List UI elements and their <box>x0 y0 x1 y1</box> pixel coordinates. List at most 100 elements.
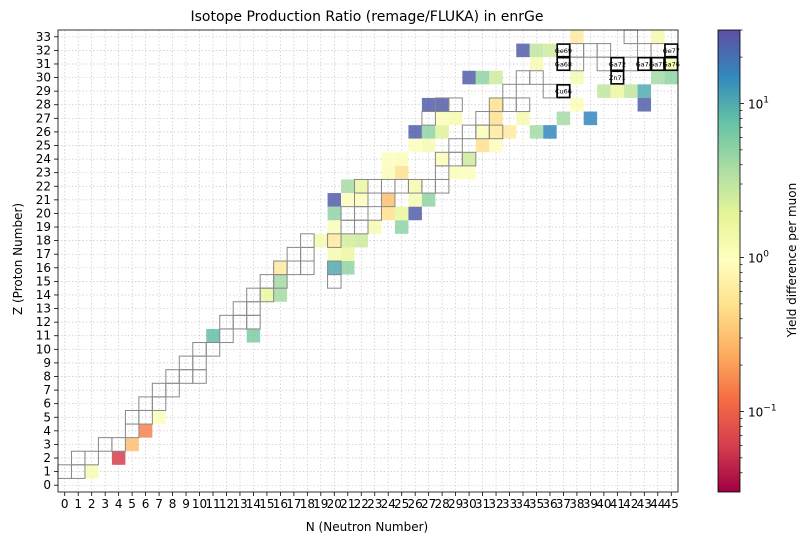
isotope-cell <box>152 410 166 425</box>
isotope-cell <box>624 84 638 98</box>
isotope-cell <box>273 261 288 275</box>
x-tick-label: 10 <box>192 497 207 511</box>
isotope-cell <box>475 125 490 139</box>
x-tick-label: 25 <box>394 497 409 511</box>
x-tick-label: 8 <box>169 497 177 511</box>
isotope-cell <box>421 193 436 207</box>
stable-isotope-box <box>367 178 382 194</box>
isotope-cell <box>570 97 584 112</box>
isotope-cell <box>610 84 625 98</box>
isotope-cell <box>435 97 449 112</box>
y-tick-label: 26 <box>36 125 51 139</box>
colorbar-tick-label: 10−1 <box>748 403 777 419</box>
isotope-cell <box>529 57 544 71</box>
isotope-cell <box>651 30 665 44</box>
isotope-cell <box>448 111 463 126</box>
x-axis-label: N (Neutron Number) <box>306 520 428 534</box>
x-tick-label: 11 <box>205 497 220 511</box>
highlight-box <box>556 56 571 72</box>
isotope-cell <box>421 97 436 112</box>
x-tick-label: 34 <box>515 497 530 511</box>
isotope-cell <box>341 193 355 207</box>
isotope-cell <box>664 57 678 71</box>
stable-isotope-box <box>84 450 99 466</box>
isotope-cell <box>583 111 598 126</box>
isotope-cell <box>421 138 436 153</box>
y-tick-label: 15 <box>36 274 51 288</box>
highlight-label: Ga76 <box>663 60 680 68</box>
y-tick-label: 2 <box>43 451 51 465</box>
y-tick-label: 21 <box>36 193 51 207</box>
x-tick-label: 17 <box>286 497 301 511</box>
highlight-label: Ga68 <box>555 60 572 68</box>
y-tick-label: 7 <box>43 383 51 397</box>
isotope-cell <box>381 152 395 166</box>
y-tick-label: 29 <box>36 84 51 98</box>
isotope-cell <box>475 70 490 85</box>
y-axis-ticks: 0123456789101112131415161718192021222324… <box>36 30 58 492</box>
isotope-cell <box>408 193 422 207</box>
x-tick-label: 7 <box>155 497 163 511</box>
isotope-cell <box>664 70 678 85</box>
stable-isotope-box <box>111 437 126 452</box>
isotope-cell <box>489 138 503 153</box>
isotope-cell <box>327 261 342 275</box>
x-tick-label: 22 <box>354 497 369 511</box>
x-tick-label: 31 <box>475 497 490 511</box>
isotope-cell <box>381 165 395 180</box>
x-tick-label: 18 <box>300 497 315 511</box>
stable-isotope-box <box>488 124 504 140</box>
isotope-cell <box>206 328 220 343</box>
highlight-label: Zn71 <box>609 74 626 82</box>
x-tick-label: 1 <box>74 497 82 511</box>
isotope-cell <box>529 125 544 139</box>
stable-isotope-box <box>327 260 342 276</box>
isotope-cell <box>489 70 503 85</box>
x-tick-label: 27 <box>421 497 436 511</box>
colorbar <box>717 29 741 493</box>
x-tick-label: 19 <box>313 497 328 511</box>
isotope-cell <box>327 247 342 261</box>
isotope-cell <box>529 43 544 58</box>
isotope-cell <box>273 274 288 289</box>
isotope-cell <box>435 152 449 166</box>
isotope-cell <box>489 97 503 112</box>
x-tick-label: 4 <box>115 497 123 511</box>
isotope-cell <box>394 165 409 180</box>
isotope-cell <box>111 451 126 465</box>
y-tick-label: 10 <box>36 342 51 356</box>
isotope-cell <box>435 111 449 126</box>
plot-frame <box>57 29 679 493</box>
isotope-cell <box>368 220 382 234</box>
y-tick-label: 19 <box>36 220 51 234</box>
stable-isotope-box <box>502 83 517 99</box>
x-tick-label: 28 <box>434 497 449 511</box>
isotope-cell <box>502 125 517 139</box>
x-tick-label: 35 <box>529 497 544 511</box>
isotope-cell <box>475 138 490 153</box>
x-tick-label: 16 <box>273 497 288 511</box>
y-tick-label: 9 <box>43 356 51 370</box>
isotope-cell <box>125 437 139 452</box>
y-tick-label: 13 <box>36 302 51 316</box>
isotope-cell <box>327 233 342 248</box>
isotope-cell <box>381 193 395 207</box>
y-tick-label: 33 <box>36 30 51 44</box>
isotope-cell <box>597 84 611 98</box>
x-tick-label: 30 <box>461 497 476 511</box>
highlight-label: Ga75 <box>649 60 666 68</box>
x-tick-label: 3 <box>101 497 109 511</box>
x-tick-label: 20 <box>327 497 342 511</box>
isotope-cell <box>516 111 530 126</box>
isotope-cell <box>556 111 571 126</box>
x-tick-label: 14 <box>246 497 261 511</box>
highlight-box <box>556 43 571 58</box>
isotope-cell <box>435 125 449 139</box>
x-tick-label: 33 <box>502 497 517 511</box>
highlight-box <box>650 56 665 72</box>
x-tick-label: 41 <box>610 497 625 511</box>
y-axis-label: Z (Proton Number) <box>11 203 25 315</box>
isotope-cell <box>462 165 476 180</box>
y-tick-label: 24 <box>36 152 51 166</box>
